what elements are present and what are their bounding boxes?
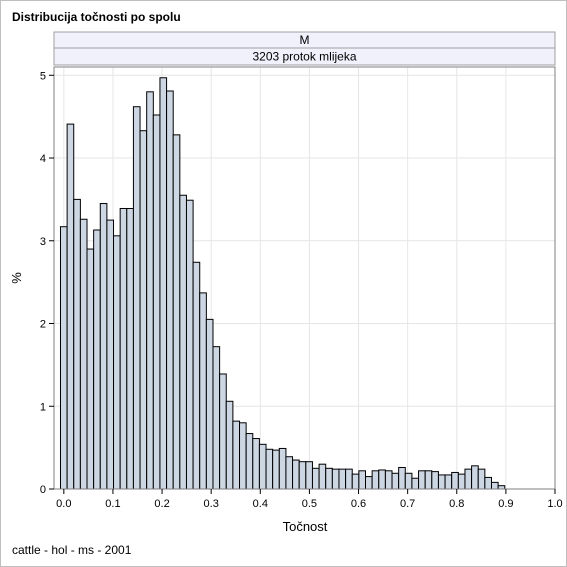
histogram-bar	[490, 481, 499, 490]
histogram-bar	[152, 114, 161, 490]
histogram-bar	[159, 77, 168, 490]
histogram-bar	[431, 471, 439, 490]
x-tick-label: 0.7	[400, 498, 415, 510]
histogram-bar	[66, 123, 75, 490]
histogram-bar	[371, 470, 380, 490]
histogram-bars	[59, 77, 506, 490]
histogram-bar	[86, 248, 95, 490]
panel-header-box-1	[53, 47, 556, 66]
histogram-bar	[358, 470, 366, 490]
histogram-bar	[239, 422, 247, 490]
histogram-bar	[411, 477, 420, 490]
panel-header-1: 3203 protok mlijeka	[252, 50, 356, 64]
histogram-bar	[245, 433, 254, 490]
histogram-bar	[365, 476, 373, 490]
histogram-bar	[325, 467, 333, 490]
histogram-bar	[106, 219, 115, 490]
histogram-bar	[424, 470, 433, 490]
x-tick-label: 0.1	[105, 498, 120, 510]
x-tick-label: 0.4	[253, 498, 268, 510]
histogram-bar	[212, 346, 221, 490]
x-axis-label: Točnost	[283, 519, 328, 534]
histogram-bar	[378, 469, 386, 490]
histogram-bar	[285, 456, 294, 490]
histogram-bar	[278, 447, 287, 490]
histogram-bar	[93, 229, 101, 490]
histogram-bar	[126, 207, 134, 490]
y-tick-label: 2	[40, 319, 46, 331]
histogram-bar	[59, 226, 68, 490]
histogram-bar	[477, 468, 486, 490]
histogram-bar	[79, 218, 88, 490]
histogram-bar	[272, 449, 280, 490]
histogram-bar	[318, 463, 327, 490]
y-axis-label: %	[9, 272, 24, 284]
histogram-bar	[99, 203, 108, 490]
histogram-bar	[457, 473, 466, 490]
histogram-bar	[219, 373, 227, 490]
y-tick-label: 0	[40, 484, 46, 496]
x-tick-label: 0.3	[204, 498, 219, 510]
histogram-bar	[252, 438, 260, 490]
histogram-bar	[292, 459, 300, 490]
plot-area-border	[53, 66, 556, 490]
histogram-bar	[73, 198, 81, 490]
x-tick-label: 0.5	[302, 498, 317, 510]
histogram-bar	[113, 235, 121, 490]
histogram-bar	[192, 261, 201, 490]
y-tick-label: 1	[40, 401, 46, 413]
histogram-bar	[132, 106, 141, 490]
histogram-bar	[298, 461, 307, 490]
histogram-bar	[119, 207, 128, 490]
x-tick-label: 0.8	[449, 498, 464, 510]
histogram-bar	[418, 470, 426, 490]
x-tick-label: 1.0	[547, 498, 562, 510]
panel-headers: M 3203 protok mlijeka	[53, 31, 556, 66]
histogram-bar	[345, 468, 353, 490]
histogram-bar	[404, 472, 413, 490]
histogram-bar	[351, 473, 360, 490]
histogram-bar	[305, 461, 313, 490]
histogram-bar	[391, 472, 400, 490]
histogram-bar	[205, 318, 214, 490]
histogram-bar	[437, 474, 446, 490]
histogram-bar	[258, 443, 267, 490]
histogram-bar	[146, 91, 154, 490]
axes: 0.0 0.1 0.2 0.3 0.4 0.5 0.6 0.7 0.8 0.9 1.0 0 1 2 3 4 5	[40, 66, 563, 510]
chart-title: Distribucija točnosti po spolu	[12, 10, 181, 24]
histogram-bar	[338, 468, 347, 490]
histogram-bar	[185, 199, 194, 490]
histogram-bar	[464, 468, 473, 490]
histogram-bar	[311, 467, 320, 490]
y-tick-label: 5	[40, 70, 46, 82]
x-tick-label: 0.0	[56, 498, 71, 510]
x-tick-label: 0.6	[351, 498, 366, 510]
x-tick-label: 0.9	[498, 498, 513, 510]
histogram-bar	[444, 474, 453, 490]
histogram-bar	[265, 448, 274, 490]
histogram-bar	[232, 420, 241, 490]
footnote: cattle - hol - ms - 2001	[12, 543, 132, 557]
histogram-bar	[172, 134, 181, 490]
y-tick-label: 4	[40, 153, 46, 165]
y-tick-label: 3	[40, 236, 46, 248]
histogram-bar	[451, 471, 459, 490]
histogram-bar	[331, 468, 340, 490]
histogram-bar	[139, 130, 148, 490]
histogram-bar	[179, 194, 187, 490]
histogram-bar	[471, 465, 479, 490]
x-tick-label: 0.2	[154, 498, 169, 510]
histogram-bar	[384, 470, 393, 490]
histogram-bar	[484, 476, 492, 490]
histogram-bar	[166, 90, 174, 490]
panel-header-0: M	[300, 33, 310, 47]
histogram-bar	[199, 292, 207, 490]
histogram-bar	[398, 466, 406, 490]
histogram-bar	[225, 400, 234, 490]
